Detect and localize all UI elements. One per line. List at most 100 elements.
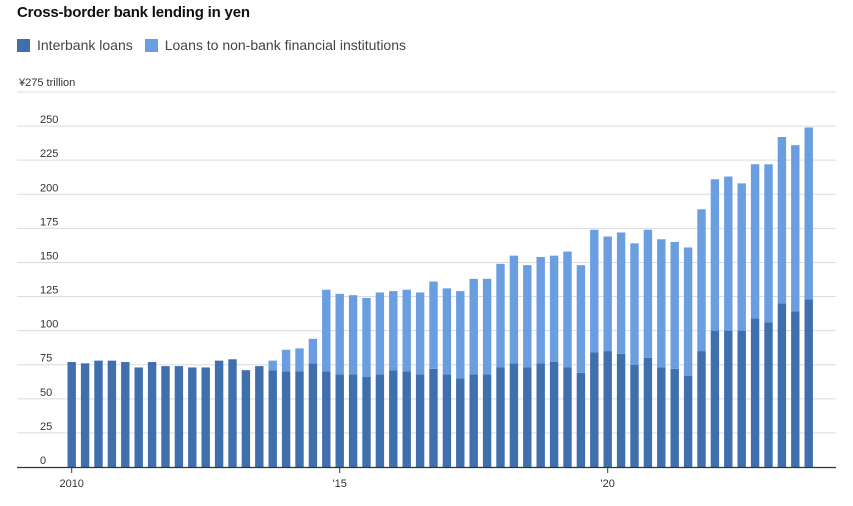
bar-nonbank [804,127,813,300]
legend-label-nonbank: Loans to non-bank financial institutions [164,37,407,53]
y-tick-label: 225 [40,148,58,160]
bar-nonbank [643,229,653,358]
bar-interbank [683,375,693,467]
bar-interbank [308,363,318,467]
bar-nonbank [281,349,291,372]
bar-interbank [509,363,519,467]
bar-nonbank [576,265,586,373]
legend-item-nonbank: Loans to non-bank financial institutions [144,37,407,53]
bar-interbank [174,366,184,467]
bar-interbank [214,360,224,467]
bar-interbank [389,370,398,467]
bar-interbank [348,374,358,467]
bar-nonbank [389,291,398,371]
bar-interbank [201,367,210,467]
x-tick-label: 2010 [59,478,83,490]
y-tick-label: 100 [40,319,58,331]
bar-interbank [402,371,411,467]
bar-interbank [724,330,733,467]
bar-interbank [362,377,371,467]
bar-interbank [764,322,773,467]
bar-nonbank [536,257,545,364]
bar-interbank [549,362,559,467]
bar-interbank [496,367,505,467]
bar-nonbank [268,360,277,371]
bar-nonbank [375,292,385,375]
bar-interbank [657,367,666,467]
bar-interbank [737,330,746,467]
legend-swatch-nonbank [144,38,158,52]
bar-interbank [67,362,76,467]
bar-nonbank [442,288,452,375]
bar-interbank [335,374,344,467]
x-tick-label: '15 [333,478,347,490]
bar-nonbank [710,179,720,331]
bar-interbank [228,359,237,467]
chart-title: Cross-border bank lending in yen [17,4,250,21]
bar-interbank [121,362,130,467]
bar-interbank [147,362,157,467]
bar-nonbank [724,176,733,331]
bar-nonbank [764,164,773,323]
bar-interbank [576,372,586,467]
bar-nonbank [469,278,478,375]
bar-nonbank [402,289,411,372]
bar-nonbank [482,278,492,375]
bar-interbank [804,299,813,467]
bar-interbank [536,363,545,467]
bar-nonbank [683,247,693,376]
bar-nonbank [509,255,519,364]
y-tick-label: 200 [40,182,58,194]
bar-nonbank [737,183,746,331]
bar-interbank [697,351,706,467]
bar-nonbank [670,242,679,369]
bar-interbank [295,371,304,467]
bar-interbank [603,351,612,467]
bar-interbank [750,318,760,467]
bar-interbank [523,367,532,467]
legend-swatch-interbank [17,38,30,52]
bar-interbank [643,357,653,467]
bar-nonbank [657,239,666,368]
y-tick-label: 250 [40,114,58,126]
y-tick-label: 0 [40,455,46,467]
bar-nonbank [616,232,626,354]
y-tick-label: 50 [40,387,52,399]
bar-interbank [482,374,492,467]
x-tick-label: '20 [601,478,615,490]
bar-interbank [268,370,277,467]
bar-interbank [442,374,452,467]
bar-nonbank [549,255,559,362]
bar-nonbank [308,338,318,364]
bar-interbank [80,363,90,467]
bar-interbank [255,366,264,467]
legend-item-interbank: Interbank loans [17,37,133,53]
bar-interbank [563,367,572,467]
bar-nonbank [348,295,358,375]
y-tick-label: 125 [40,285,58,297]
bar-interbank [107,360,117,467]
bar-nonbank [777,137,787,304]
bar-interbank [188,367,197,467]
bar-nonbank [335,293,344,375]
bar-nonbank [791,145,800,312]
legend-label-interbank: Interbank loans [37,37,133,53]
bar-nonbank [630,243,639,365]
bar-interbank [791,311,800,467]
y-tick-label: 175 [40,216,58,228]
bar-interbank [616,353,626,467]
bar-nonbank [456,291,465,379]
bar-nonbank [362,297,371,377]
bar-interbank [415,374,425,467]
y-tick-label: 150 [40,250,58,262]
bar-nonbank [697,209,706,352]
bar-interbank [241,370,251,467]
bar-nonbank [563,251,572,368]
bar-nonbank [415,292,425,375]
bar-interbank [630,364,639,467]
bar-interbank [590,352,599,467]
bar-interbank [469,374,478,467]
bar-nonbank [496,263,505,368]
bar-interbank [429,368,438,467]
